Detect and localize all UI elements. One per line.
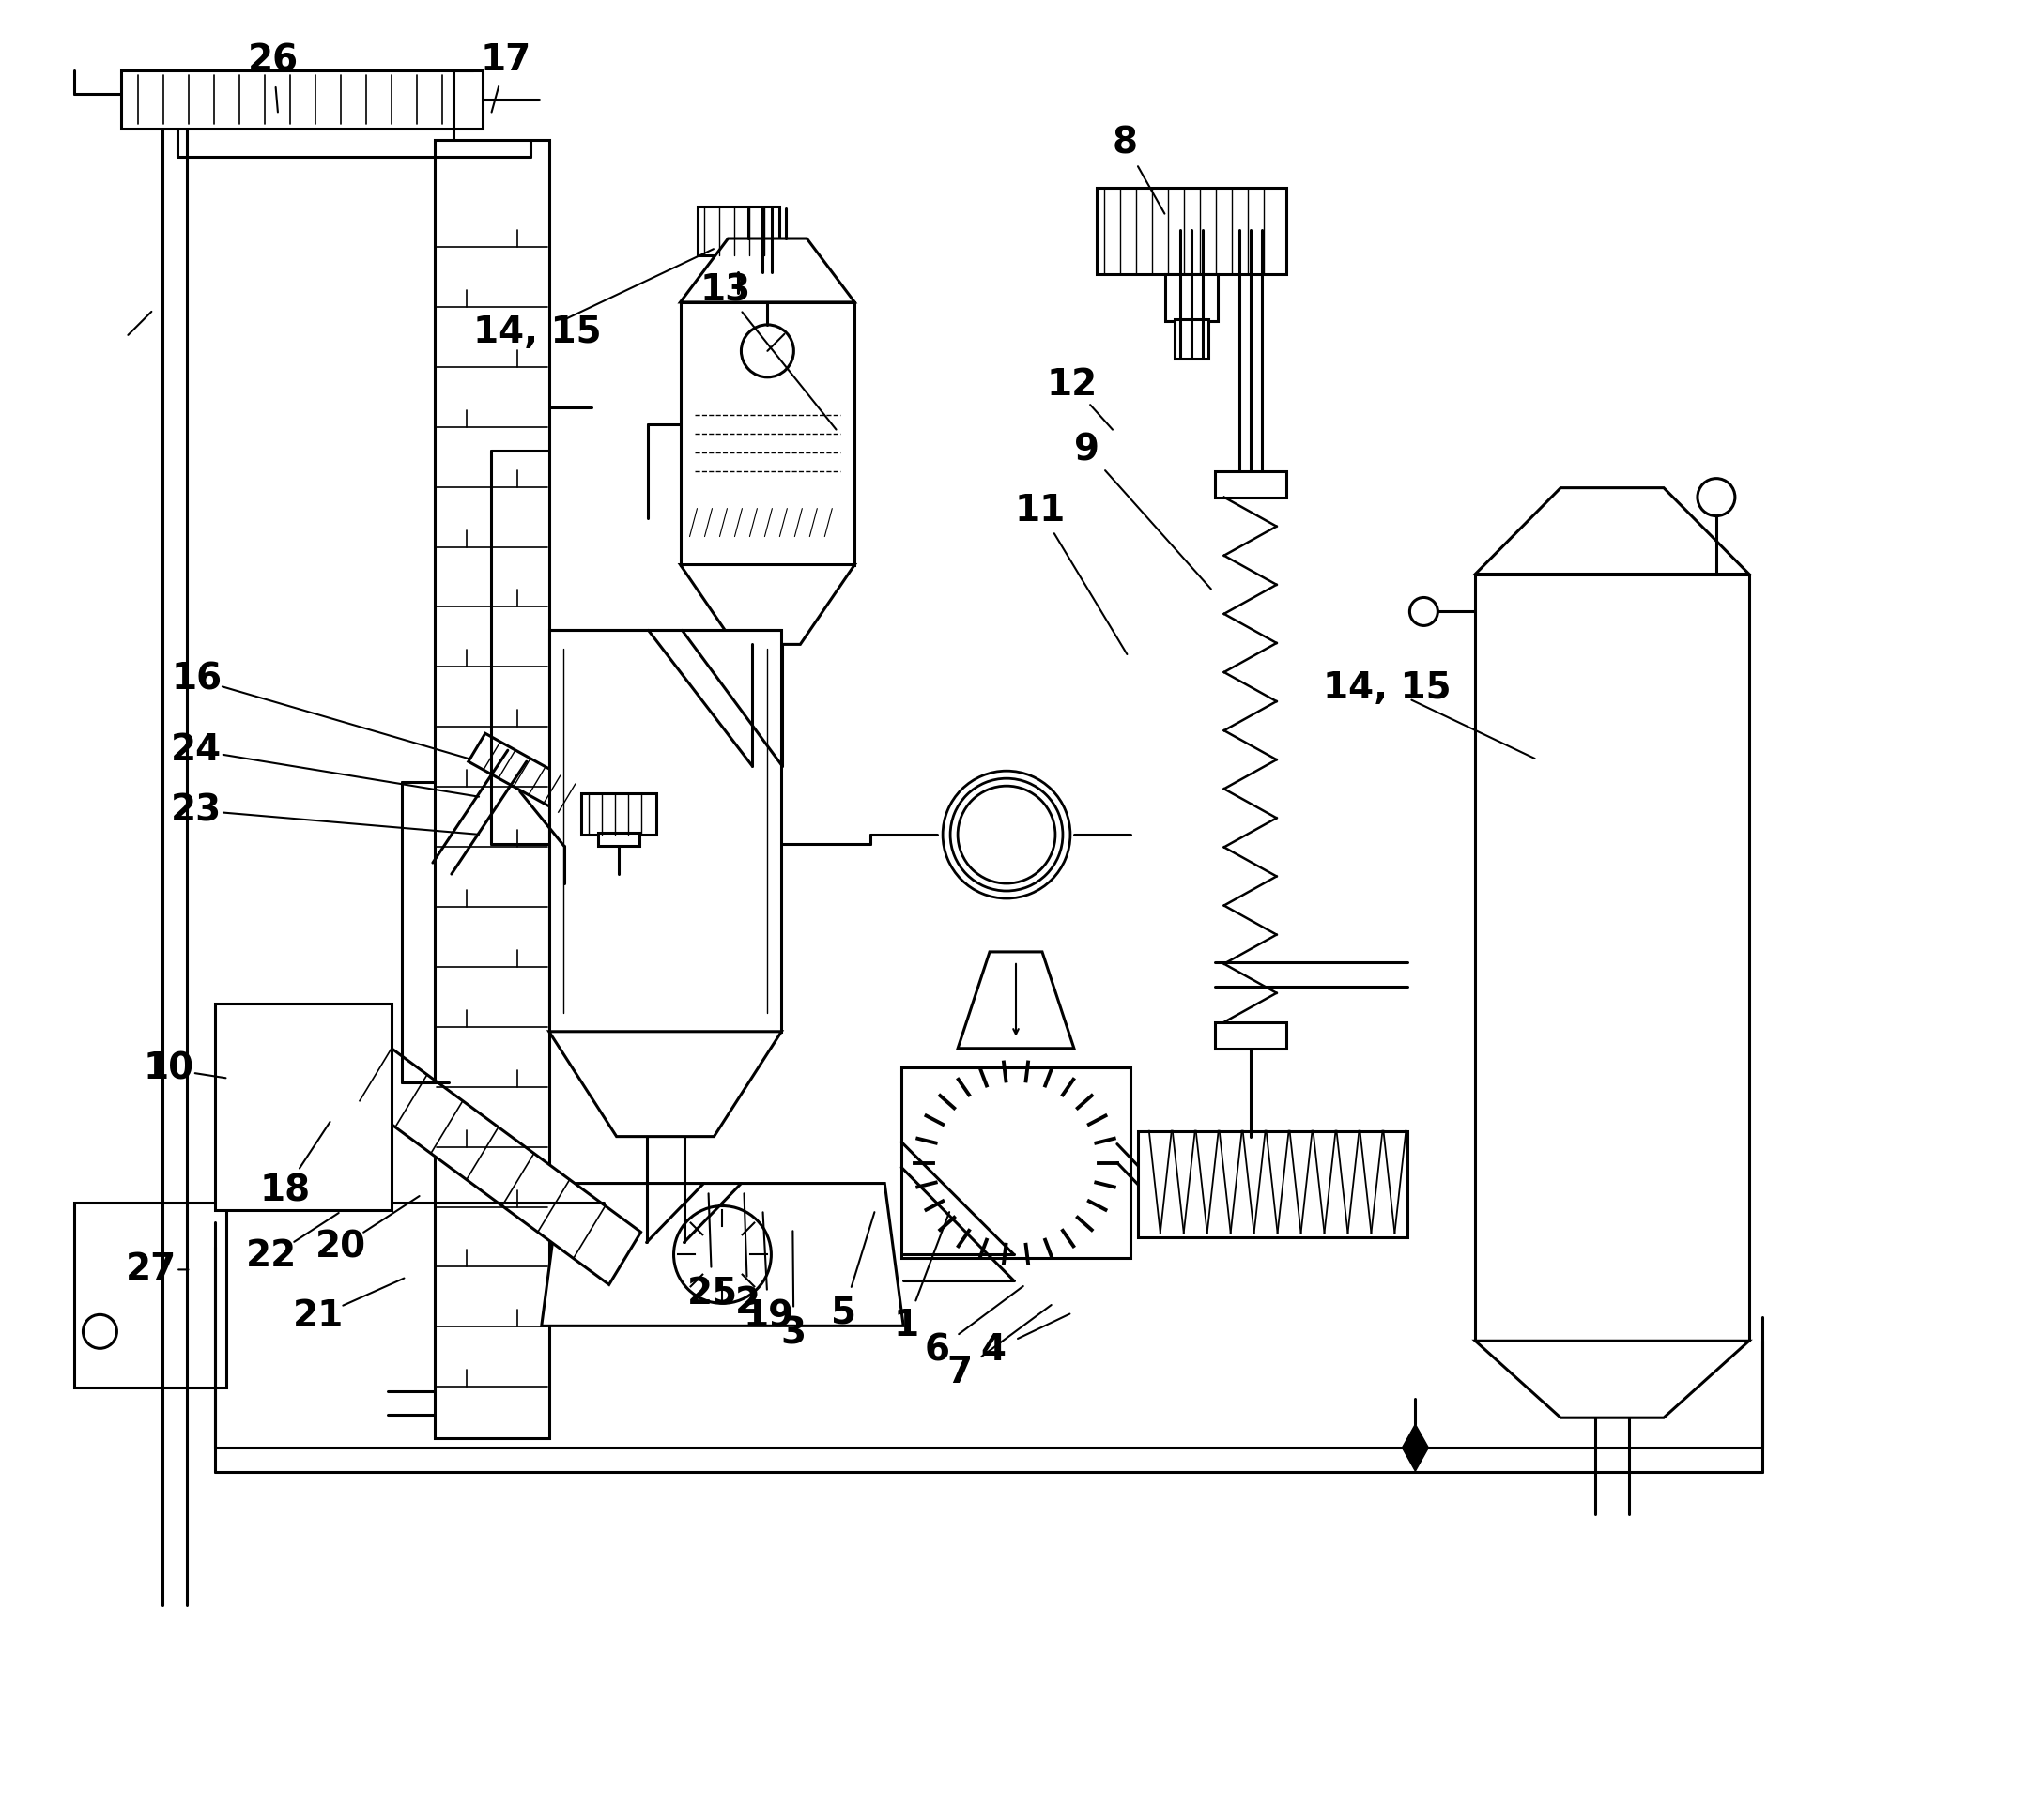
Text: 1: 1 xyxy=(893,1308,920,1344)
Text: 5: 5 xyxy=(830,1295,856,1331)
Text: 8: 8 xyxy=(1112,126,1136,161)
Text: 10: 10 xyxy=(143,1051,194,1087)
Bar xyxy=(215,1003,392,1209)
Bar xyxy=(1214,1023,1286,1048)
Text: 12: 12 xyxy=(1047,366,1098,402)
Text: 16: 16 xyxy=(172,662,223,696)
Text: 3: 3 xyxy=(781,1315,807,1351)
Polygon shape xyxy=(468,734,591,820)
Text: 13: 13 xyxy=(699,273,750,309)
Text: 18: 18 xyxy=(260,1173,311,1209)
Circle shape xyxy=(84,1315,117,1349)
Bar xyxy=(597,832,640,847)
Bar xyxy=(1214,472,1286,497)
Polygon shape xyxy=(360,1048,642,1285)
Text: 22: 22 xyxy=(245,1238,296,1274)
Polygon shape xyxy=(1476,488,1750,574)
Polygon shape xyxy=(1402,1424,1429,1471)
Bar xyxy=(435,140,550,1439)
Text: 11: 11 xyxy=(1014,493,1065,527)
Circle shape xyxy=(742,325,793,377)
Text: 4: 4 xyxy=(981,1333,1006,1369)
Bar xyxy=(1476,574,1750,1340)
Polygon shape xyxy=(1476,1340,1750,1417)
Polygon shape xyxy=(959,953,1073,1048)
Text: 2: 2 xyxy=(736,1286,760,1320)
Bar xyxy=(1175,319,1208,359)
Circle shape xyxy=(995,1143,1036,1184)
Text: 21: 21 xyxy=(292,1299,343,1335)
Text: 20: 20 xyxy=(315,1229,366,1265)
Polygon shape xyxy=(550,1032,781,1137)
Text: 14, 15: 14, 15 xyxy=(1322,671,1451,707)
Text: 17: 17 xyxy=(480,43,531,79)
Bar xyxy=(121,70,482,129)
Bar xyxy=(1165,274,1218,321)
Circle shape xyxy=(934,1080,1098,1245)
Text: 9: 9 xyxy=(1075,432,1100,468)
Bar xyxy=(901,1067,1130,1258)
Text: 25: 25 xyxy=(687,1276,738,1311)
Bar xyxy=(76,1202,227,1389)
Bar xyxy=(681,301,854,565)
Text: 27: 27 xyxy=(127,1252,178,1288)
Text: 23: 23 xyxy=(172,793,223,829)
Circle shape xyxy=(1410,597,1437,626)
Polygon shape xyxy=(681,239,854,301)
Text: 24: 24 xyxy=(172,732,223,768)
Text: 14, 15: 14, 15 xyxy=(474,314,601,350)
Text: 7: 7 xyxy=(946,1354,973,1390)
Text: 19: 19 xyxy=(742,1299,793,1335)
Bar xyxy=(580,793,656,834)
Text: 26: 26 xyxy=(247,43,298,79)
Bar xyxy=(717,253,758,273)
Bar xyxy=(1139,1130,1408,1238)
Circle shape xyxy=(1697,479,1735,517)
Bar xyxy=(550,630,781,1032)
Bar xyxy=(697,206,779,255)
Polygon shape xyxy=(542,1184,903,1326)
Bar xyxy=(1096,188,1286,274)
Polygon shape xyxy=(681,565,854,644)
Text: 6: 6 xyxy=(924,1333,950,1369)
Circle shape xyxy=(675,1206,771,1304)
